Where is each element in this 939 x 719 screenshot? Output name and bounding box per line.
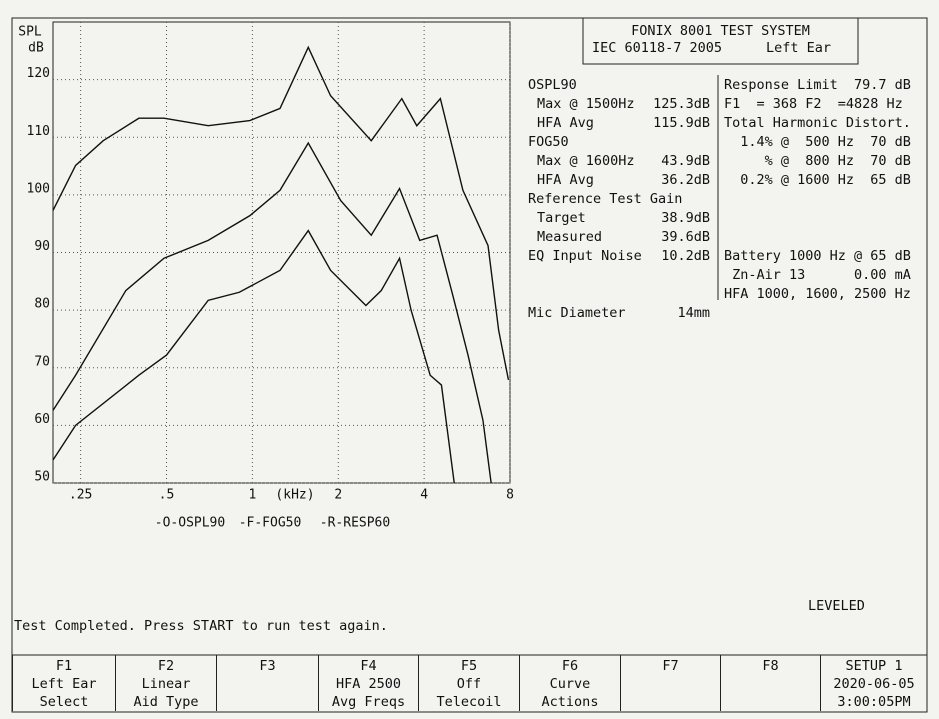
result-value: 10.2dB xyxy=(661,248,710,264)
y-tick-label: 80 xyxy=(34,297,50,312)
result-line: HFA 1000, 1600, 2500 Hz xyxy=(724,286,911,302)
key-label: F4 xyxy=(360,658,377,674)
result-heading: FOG50 xyxy=(528,134,569,150)
result-label: Max @ 1600Hz xyxy=(537,153,635,169)
key-label: F2 xyxy=(157,658,175,674)
function-key[interactable]: F2 Linear Aid Type xyxy=(115,655,216,711)
key-label: Left Ear xyxy=(31,676,97,692)
header-standard: IEC 60118-7 2005 xyxy=(592,40,723,56)
key-label: Linear xyxy=(141,676,191,692)
result-value: 39.6dB xyxy=(661,229,710,245)
key-label: Curve xyxy=(549,676,591,692)
header-title: FONIX 8001 TEST SYSTEM xyxy=(631,23,810,39)
curve xyxy=(52,141,492,484)
key-label: 2020-06-05 xyxy=(833,676,915,692)
key-label: SETUP 1 xyxy=(845,658,903,674)
result-line: Response Limit 79.7 dB xyxy=(724,77,911,93)
key-label: 3:00:05PM xyxy=(837,694,911,710)
key-label: F3 xyxy=(259,658,276,674)
key-label: F8 xyxy=(762,658,779,674)
result-value: 14mm xyxy=(677,305,710,321)
y-tick-label: 110 xyxy=(27,124,50,139)
y-tick-label: 50 xyxy=(34,470,50,485)
key-label: Avg Freqs xyxy=(331,694,406,710)
status-message: Test Completed. Press START to run test … xyxy=(14,618,388,634)
legend-entry: -F-FOG50 xyxy=(239,516,302,531)
key-label: F7 xyxy=(662,658,679,674)
result-line: Total Harmonic Distort. xyxy=(724,115,911,131)
key-label: F1 xyxy=(55,658,73,674)
result-line: % @ 800 Hz 70 dB xyxy=(724,153,911,169)
function-key[interactable]: F3 xyxy=(216,655,318,711)
function-key[interactable]: F6 Curve Actions xyxy=(519,655,620,711)
result-heading: Reference Test Gain xyxy=(528,191,683,207)
curve xyxy=(52,229,455,484)
function-key[interactable]: F4 HFA 2500 Avg Freqs xyxy=(318,655,418,711)
result-label: HFA Avg xyxy=(537,172,594,188)
key-label: F6 xyxy=(561,658,579,674)
legend-entry: -R-RESP60 xyxy=(320,516,390,531)
y-tick-label: 100 xyxy=(27,181,50,196)
status-leveled: LEVELED xyxy=(808,598,865,614)
result-line: 0.2% @ 1600 Hz 65 dB xyxy=(724,172,911,188)
x-label: (kHz) xyxy=(275,488,314,503)
result-label: Target xyxy=(537,210,586,226)
result-line: Zn-Air 13 0.00 mA xyxy=(724,267,911,283)
key-label: HFA 2500 xyxy=(335,676,402,692)
result-value: 115.9dB xyxy=(653,115,710,131)
curve xyxy=(52,45,510,380)
y-tick-label: 60 xyxy=(34,412,50,427)
key-label: Aid Type xyxy=(133,694,199,710)
y-label: SPL xyxy=(18,25,42,40)
result-value: 36.2dB xyxy=(661,172,710,188)
key-label: Select xyxy=(39,694,89,710)
result-line: F1 = 368 F2 =4828 Hz xyxy=(724,96,903,112)
y-tick-label: 90 xyxy=(34,239,50,254)
result-label: Measured xyxy=(537,229,603,245)
result-value: 38.9dB xyxy=(661,210,710,226)
x-tick-label: .5 xyxy=(159,488,175,503)
x-tick-label: .25 xyxy=(69,488,92,503)
function-key[interactable]: F5 Off Telecoil xyxy=(418,655,519,711)
y-tick-label: 120 xyxy=(27,66,50,81)
function-key[interactable]: F8 xyxy=(720,655,820,711)
result-line: 1.4% @ 500 Hz 70 dB xyxy=(724,134,911,150)
function-key[interactable]: SETUP 1 2020-06-05 3:00:05PM xyxy=(820,655,927,711)
result-label: Mic Diameter xyxy=(528,305,626,321)
header-box xyxy=(582,17,859,65)
key-label: Off xyxy=(456,676,482,692)
result-label: EQ Input Noise xyxy=(528,248,642,264)
result-label: Max @ 1500Hz xyxy=(537,96,635,112)
result-value: 43.9dB xyxy=(661,153,710,169)
key-label: Telecoil xyxy=(436,694,502,710)
result-line: Battery 1000 Hz @ 65 dB xyxy=(724,248,911,264)
result-value: 125.3dB xyxy=(653,96,710,112)
y-tick-label: 70 xyxy=(34,354,50,369)
y-unit: dB xyxy=(28,41,44,56)
result-label: HFA Avg xyxy=(537,115,594,131)
frame xyxy=(11,17,928,713)
function-key[interactable]: F1 Left Ear Select xyxy=(12,655,115,711)
x-tick-label: 8 xyxy=(506,488,514,503)
key-label: F5 xyxy=(460,658,478,674)
result-heading: OSPL90 xyxy=(528,77,577,93)
header-ear: Left Ear xyxy=(766,40,832,56)
x-tick-label: 1 xyxy=(248,488,256,503)
legend-entry: -O-OSPL90 xyxy=(155,516,225,531)
x-tick-label: 4 xyxy=(420,488,428,503)
key-label: Actions xyxy=(541,694,599,710)
function-key[interactable]: F7 xyxy=(620,655,720,711)
x-tick-label: 2 xyxy=(334,488,342,503)
